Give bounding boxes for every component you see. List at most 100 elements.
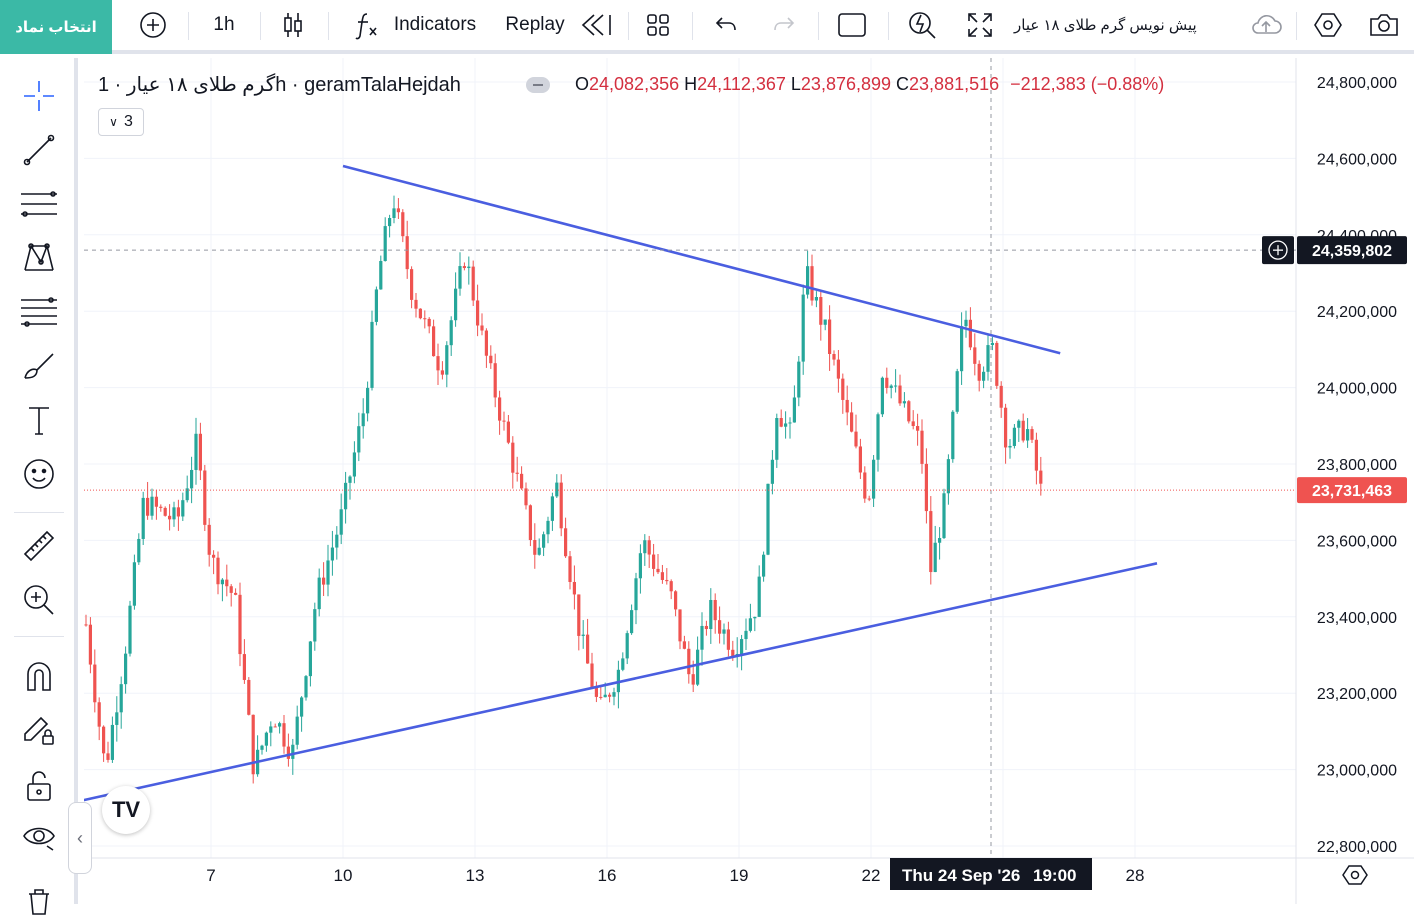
candle-body	[603, 694, 607, 698]
y-tick-label: 24,800,000	[1317, 75, 1397, 92]
layout-grid-icon[interactable]	[640, 0, 676, 50]
candle-body	[995, 342, 999, 386]
indicators-button[interactable]: Indicators	[393, 14, 477, 35]
candle-body	[550, 496, 554, 521]
emoji-icon[interactable]	[16, 454, 62, 494]
candle-body	[234, 592, 238, 595]
candle-body	[660, 572, 664, 580]
candle-body	[643, 540, 647, 554]
candles-layer	[84, 195, 1043, 784]
text-tool-icon[interactable]	[16, 400, 62, 440]
crosshair-cursor-icon[interactable]	[16, 76, 62, 116]
close-value: 23,881,516	[909, 74, 1000, 94]
unlock-icon[interactable]	[16, 766, 62, 806]
y-tick-label: 23,800,000	[1317, 457, 1397, 474]
trash-icon[interactable]	[16, 878, 62, 918]
candle-body	[564, 528, 568, 557]
overlay-layer: 23,731,463 24,359,802 Thu 24 Sep '26 19:00	[84, 58, 1407, 890]
candle-body	[836, 359, 840, 379]
ruler-measure-icon[interactable]	[16, 526, 62, 566]
lock-drawing-pencil-icon[interactable]	[16, 710, 62, 750]
divider	[888, 12, 889, 40]
fullscreen-square-icon[interactable]	[832, 0, 872, 50]
interval-button[interactable]: 1h	[213, 14, 235, 35]
replay-button[interactable]: Replay	[505, 14, 565, 35]
pattern-tool-icon[interactable]	[16, 238, 62, 278]
candle-body	[194, 433, 198, 470]
legend-toggle-button[interactable]	[526, 77, 550, 93]
undo-icon[interactable]	[708, 0, 744, 50]
price-chart[interactable]: 22,800,000 23,000,000 23,200,000 23,400,000…	[84, 58, 1414, 904]
candle-body	[779, 418, 783, 427]
candle-body	[704, 625, 708, 630]
brush-icon[interactable]	[16, 346, 62, 386]
candle-body	[462, 266, 466, 269]
indicators-count-badge[interactable]: ∨ 3	[98, 108, 144, 136]
y-tick-label: 23,600,000	[1317, 533, 1397, 550]
eye-visibility-icon[interactable]	[16, 816, 62, 856]
candle-body	[300, 697, 304, 717]
trendlines-layer	[84, 164, 1158, 802]
candle-body	[876, 414, 880, 460]
candle-body	[269, 726, 273, 733]
candle-body	[511, 442, 515, 473]
fib-retracement-icon[interactable]	[16, 292, 62, 332]
candle-body	[678, 609, 682, 642]
candle-body	[317, 577, 321, 610]
candle-body	[656, 568, 660, 573]
candle-body	[1008, 445, 1012, 448]
parallel-channel-icon[interactable]	[16, 184, 62, 224]
drawing-toolbar	[0, 58, 78, 915]
candle-body	[124, 653, 128, 685]
candle-body	[652, 554, 656, 569]
candle-body	[203, 470, 207, 525]
quick-search-icon[interactable]	[902, 0, 942, 50]
trend-line-icon[interactable]	[16, 130, 62, 170]
symbol-search-button[interactable]: انتخاب نماد	[0, 0, 112, 54]
tradingview-logo[interactable]: TV	[102, 786, 150, 834]
open-value: 24,082,356	[589, 74, 680, 94]
replay-rewind-icon[interactable]	[576, 0, 616, 50]
redo-icon[interactable]	[766, 0, 802, 50]
candle-body	[445, 345, 449, 375]
x-tick-label: 7	[206, 866, 215, 885]
candle-body	[172, 507, 176, 520]
candle-body	[920, 430, 924, 464]
candle-body	[198, 433, 202, 471]
magnet-icon[interactable]	[16, 656, 62, 696]
candle-body	[454, 288, 458, 321]
zoom-in-icon[interactable]	[16, 580, 62, 620]
collapse-toolbar-button[interactable]: ‹	[68, 802, 92, 874]
candle-body	[911, 421, 915, 427]
candle-body	[414, 299, 418, 309]
candle-body	[225, 579, 229, 587]
compare-add-icon[interactable]	[133, 0, 173, 50]
indicators-fx-icon[interactable]	[350, 0, 384, 50]
candles-chart-type-icon[interactable]	[275, 0, 311, 50]
candle-body	[524, 488, 528, 506]
candle-body	[207, 524, 211, 555]
camera-snapshot-icon[interactable]	[1364, 0, 1404, 50]
crosshair-time-label: 19:00	[1033, 866, 1076, 885]
candle-body	[1012, 427, 1016, 446]
candle-body	[1030, 429, 1034, 440]
candle-body	[722, 629, 726, 634]
cloud-save-icon[interactable]	[1246, 0, 1286, 50]
y-tick-label: 22,800,000	[1317, 839, 1397, 856]
candle-body	[542, 534, 546, 548]
candle-body	[339, 509, 343, 535]
candle-body	[489, 355, 493, 364]
settings-hexagon-icon[interactable]	[1310, 0, 1346, 50]
candle-body	[968, 319, 972, 348]
expand-icon[interactable]	[960, 0, 1000, 50]
candle-body	[894, 385, 898, 387]
candle-body	[863, 472, 867, 499]
x-tick-label: 16	[598, 866, 617, 885]
candle-body	[304, 676, 308, 698]
candle-body	[1039, 470, 1043, 484]
candle-body	[753, 616, 757, 619]
crosshair-date-badge	[890, 858, 1092, 890]
candle-body	[282, 723, 286, 747]
candle-body	[748, 618, 752, 631]
tv-logo-icon: TV	[111, 797, 141, 822]
